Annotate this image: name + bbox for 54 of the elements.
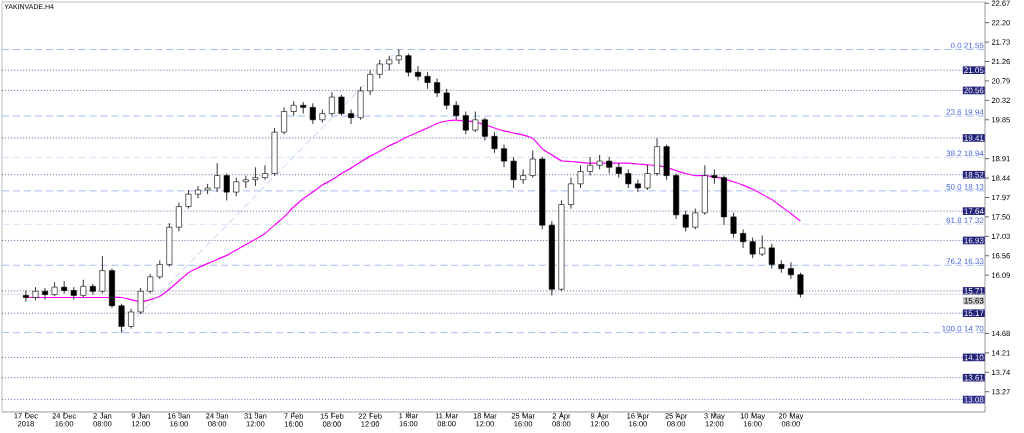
candlestick: [22, 290, 29, 303]
candlestick: [156, 259, 163, 280]
candlestick: [137, 287, 144, 315]
candlestick: [472, 111, 479, 133]
candlestick: [367, 69, 374, 96]
candlestick: [501, 144, 508, 168]
candlestick: [625, 168, 632, 189]
candlestick: [759, 235, 766, 257]
candlestick: [42, 287, 49, 300]
candlestick: [89, 283, 96, 296]
candlestick: [262, 164, 268, 181]
candlestick: [338, 94, 345, 117]
candlestick: [309, 102, 316, 125]
candlestick: [682, 210, 689, 232]
candlestick: [644, 164, 651, 191]
candlestick: [328, 91, 335, 117]
candlestick: [749, 237, 756, 259]
candlestick: [740, 228, 747, 249]
candlestick: [567, 177, 574, 210]
candlestick: [577, 164, 584, 189]
candlestick: [99, 255, 106, 294]
candlestick: [233, 177, 240, 197]
candlestick: [175, 202, 182, 232]
candlestick: [797, 272, 804, 298]
candlestick: [434, 78, 441, 98]
candlestick: [147, 273, 154, 294]
candlestick: [634, 179, 641, 193]
candlestick: [787, 261, 794, 280]
candlestick: [281, 106, 288, 135]
candlestick: [185, 189, 192, 210]
candlestick: [587, 156, 594, 176]
candlestick: [462, 111, 469, 135]
candlestick: [491, 131, 498, 154]
candlestick: [405, 53, 412, 77]
candlestick: [300, 101, 307, 114]
candlestick: [692, 208, 699, 230]
candlestick: [443, 88, 450, 110]
candlestick: [223, 173, 230, 201]
candlestick: [348, 109, 355, 125]
candlestick: [195, 185, 202, 199]
candlestick: [481, 117, 488, 141]
candlestick: [510, 156, 517, 189]
candlestick: [529, 150, 536, 179]
candlestick: [252, 166, 259, 187]
candlestick: [453, 100, 460, 121]
candlestick: [118, 303, 125, 334]
candlestick: [414, 65, 421, 81]
candlestick: [768, 243, 775, 269]
candlestick: [711, 168, 718, 185]
candlestick: [242, 175, 249, 189]
candlestick: [730, 212, 737, 238]
candlestick: [376, 59, 383, 79]
candlestick: [128, 308, 135, 329]
candlestick: [214, 162, 221, 193]
